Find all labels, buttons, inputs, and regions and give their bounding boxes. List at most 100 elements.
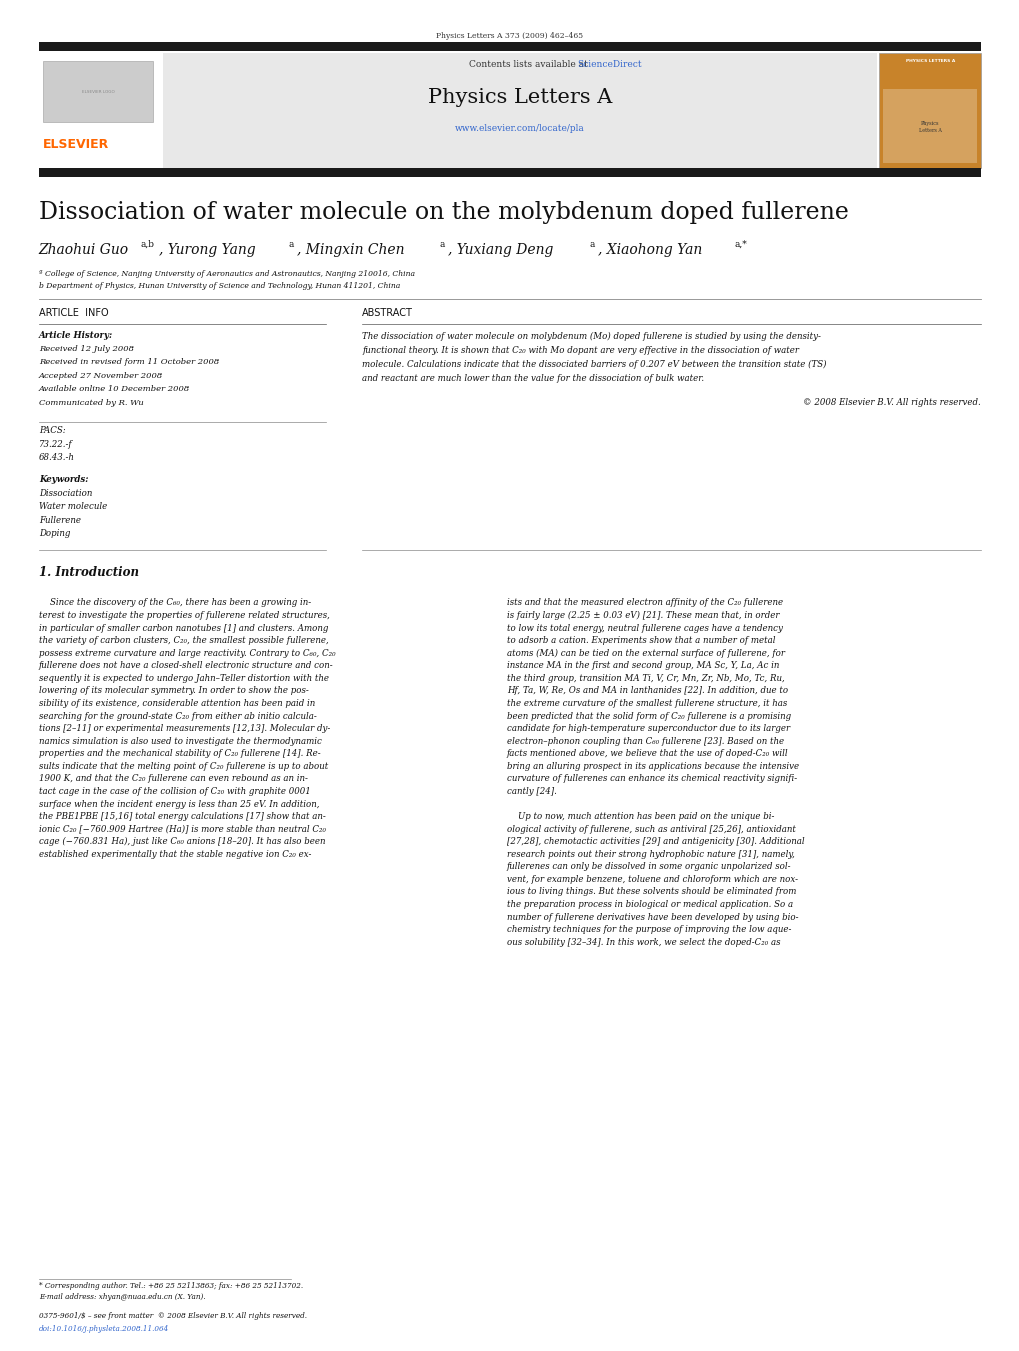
- Text: a: a: [439, 240, 444, 249]
- Text: E-mail address: xhyan@nuaa.edu.cn (X. Yan).: E-mail address: xhyan@nuaa.edu.cn (X. Ya…: [39, 1293, 205, 1301]
- Text: vent, for example benzene, toluene and chloroform which are nox-: vent, for example benzene, toluene and c…: [506, 875, 797, 884]
- Text: curvature of fullerenes can enhance its chemical reactivity signifi-: curvature of fullerenes can enhance its …: [506, 774, 796, 784]
- Text: a,b: a,b: [141, 240, 155, 249]
- Text: sequently it is expected to undergo Jahn–Teller distortion with the: sequently it is expected to undergo Jahn…: [39, 674, 328, 682]
- Text: Article History:: Article History:: [39, 331, 113, 339]
- Text: the third group, transition MA Ti, V, Cr, Mn, Zr, Nb, Mo, Tc, Ru,: the third group, transition MA Ti, V, Cr…: [506, 674, 784, 682]
- Text: 1900 K, and that the C₂₀ fullerene can even rebound as an in-: 1900 K, and that the C₂₀ fullerene can e…: [39, 774, 308, 784]
- Text: tact cage in the case of the collision of C₂₀ with graphite 0001: tact cage in the case of the collision o…: [39, 786, 310, 796]
- Text: fullerenes can only be dissolved in some organic unpolarized sol-: fullerenes can only be dissolved in some…: [506, 862, 791, 871]
- Text: ological activity of fullerene, such as antiviral [25,26], antioxidant: ological activity of fullerene, such as …: [506, 824, 795, 834]
- Text: candidate for high-temperature superconductor due to its larger: candidate for high-temperature supercond…: [506, 724, 790, 734]
- Text: cage (−760.831 Ha), just like C₆₀ anions [18–20]. It has also been: cage (−760.831 Ha), just like C₆₀ anions…: [39, 838, 325, 846]
- Text: surface when the incident energy is less than 25 eV. In addition,: surface when the incident energy is less…: [39, 800, 319, 808]
- Text: [27,28], chemotactic activities [29] and antigenicity [30]. Additional: [27,28], chemotactic activities [29] and…: [506, 838, 804, 846]
- Text: and reactant are much lower than the value for the dissociation of bulk water.: and reactant are much lower than the val…: [362, 374, 703, 384]
- Text: Available online 10 December 2008: Available online 10 December 2008: [39, 385, 190, 393]
- Text: research points out their strong hydrophobic nature [31], namely,: research points out their strong hydroph…: [506, 850, 794, 859]
- Text: Since the discovery of the C₆₀, there has been a growing in-: Since the discovery of the C₆₀, there ha…: [39, 598, 311, 608]
- Bar: [39, 42, 980, 51]
- Text: Physics Letters A 373 (2009) 462–465: Physics Letters A 373 (2009) 462–465: [436, 32, 583, 39]
- Text: Water molecule: Water molecule: [39, 503, 107, 511]
- Text: The dissociation of water molecule on molybdenum (Mo) doped fullerene is studied: The dissociation of water molecule on mo…: [362, 332, 820, 340]
- Text: cantly [24].: cantly [24].: [506, 786, 556, 796]
- Text: properties and the mechanical stability of C₂₀ fullerene [14]. Re-: properties and the mechanical stability …: [39, 750, 320, 758]
- Bar: [39, 53, 163, 168]
- Text: terest to investigate the properties of fullerene related structures,: terest to investigate the properties of …: [39, 611, 329, 620]
- Text: PHYSICS LETTERS A: PHYSICS LETTERS A: [905, 59, 954, 62]
- Text: been predicted that the solid form of C₂₀ fullerene is a promising: been predicted that the solid form of C₂…: [506, 712, 791, 720]
- Text: facts mentioned above, we believe that the use of doped-C₂₀ will: facts mentioned above, we believe that t…: [506, 750, 788, 758]
- Text: in particular of smaller carbon nanotubes [1] and clusters. Among: in particular of smaller carbon nanotube…: [39, 624, 328, 632]
- Text: Hf, Ta, W, Re, Os and MA in lanthanides [22]. In addition, due to: Hf, Ta, W, Re, Os and MA in lanthanides …: [506, 686, 788, 696]
- Text: , Yuxiang Deng: , Yuxiang Deng: [447, 243, 552, 257]
- Text: doi:10.1016/j.physleta.2008.11.064: doi:10.1016/j.physleta.2008.11.064: [39, 1325, 169, 1333]
- Text: tions [2–11] or experimental measurements [12,13]. Molecular dy-: tions [2–11] or experimental measurement…: [39, 724, 330, 734]
- Text: Accepted 27 November 2008: Accepted 27 November 2008: [39, 372, 163, 380]
- Bar: [878, 53, 980, 168]
- Text: 1. Introduction: 1. Introduction: [39, 566, 139, 580]
- Text: , Yurong Yang: , Yurong Yang: [159, 243, 256, 257]
- Text: a,*: a,*: [734, 240, 747, 249]
- Text: 68.43.-h: 68.43.-h: [39, 454, 74, 462]
- Text: ous solubility [32–34]. In this work, we select the doped-C₂₀ as: ous solubility [32–34]. In this work, we…: [506, 938, 780, 947]
- Text: Dissociation of water molecule on the molybdenum doped fullerene: Dissociation of water molecule on the mo…: [39, 200, 848, 224]
- Text: ª College of Science, Nanjing University of Aeronautics and Astronautics, Nanjin: ª College of Science, Nanjing University…: [39, 270, 415, 278]
- Text: chemistry techniques for the purpose of improving the low aque-: chemistry techniques for the purpose of …: [506, 925, 791, 934]
- Text: ELSEVIER LOGO: ELSEVIER LOGO: [82, 91, 114, 93]
- Text: Doping: Doping: [39, 530, 70, 538]
- Text: ists and that the measured electron affinity of the C₂₀ fullerene: ists and that the measured electron affi…: [506, 598, 783, 608]
- Text: Physics
Letters A: Physics Letters A: [918, 122, 941, 132]
- Text: a: a: [288, 240, 293, 249]
- Text: the extreme curvature of the smallest fullerene structure, it has: the extreme curvature of the smallest fu…: [506, 698, 787, 708]
- Text: namics simulation is also used to investigate the thermodynamic: namics simulation is also used to invest…: [39, 736, 321, 746]
- Text: Received 12 July 2008: Received 12 July 2008: [39, 345, 133, 353]
- Text: Contents lists available at: Contents lists available at: [469, 61, 590, 69]
- Text: bring an alluring prospect in its applications because the intensive: bring an alluring prospect in its applic…: [506, 762, 798, 771]
- Bar: [43, 61, 153, 122]
- Text: sibility of its existence, considerable attention has been paid in: sibility of its existence, considerable …: [39, 698, 315, 708]
- Text: the variety of carbon clusters, C₂₀, the smallest possible fullerene,: the variety of carbon clusters, C₂₀, the…: [39, 636, 328, 646]
- Text: atoms (MA) can be tied on the external surface of fullerene, for: atoms (MA) can be tied on the external s…: [506, 648, 785, 658]
- Text: PACS:: PACS:: [39, 427, 65, 435]
- Text: Keywords:: Keywords:: [39, 476, 88, 484]
- Text: Physics Letters A: Physics Letters A: [428, 88, 611, 107]
- Text: to low its total energy, neutral fullerene cages have a tendency: to low its total energy, neutral fullere…: [506, 624, 782, 632]
- Text: 73.22.-f: 73.22.-f: [39, 440, 72, 449]
- Text: lowering of its molecular symmetry. In order to show the pos-: lowering of its molecular symmetry. In o…: [39, 686, 308, 696]
- Text: ious to living things. But these solvents should be eliminated from: ious to living things. But these solvent…: [506, 888, 796, 897]
- Text: established experimentally that the stable negative ion C₂₀ ex-: established experimentally that the stab…: [39, 850, 311, 859]
- Text: , Xiaohong Yan: , Xiaohong Yan: [597, 243, 701, 257]
- Text: , Mingxin Chen: , Mingxin Chen: [297, 243, 404, 257]
- Text: the PBE1PBE [15,16] total energy calculations [17] show that an-: the PBE1PBE [15,16] total energy calcula…: [39, 812, 325, 821]
- Text: Up to now, much attention has been paid on the unique bi-: Up to now, much attention has been paid …: [506, 812, 773, 821]
- Bar: [39, 168, 980, 177]
- Text: electron–phonon coupling than C₆₀ fullerene [23]. Based on the: electron–phonon coupling than C₆₀ fuller…: [506, 736, 784, 746]
- Text: Fullerene: Fullerene: [39, 516, 81, 524]
- Text: molecule. Calculations indicate that the dissociated barriers of 0.207 eV betwee: molecule. Calculations indicate that the…: [362, 361, 825, 369]
- Text: functional theory. It is shown that C₂₀ with Mo dopant are very effective in the: functional theory. It is shown that C₂₀ …: [362, 346, 798, 355]
- Text: searching for the ground-state C₂₀ from either ab initio calcula-: searching for the ground-state C₂₀ from …: [39, 712, 316, 720]
- Text: www.elsevier.com/locate/pla: www.elsevier.com/locate/pla: [454, 124, 585, 132]
- Text: Zhaohui Guo: Zhaohui Guo: [39, 243, 128, 257]
- Text: to adsorb a cation. Experiments show that a number of metal: to adsorb a cation. Experiments show tha…: [506, 636, 774, 646]
- Text: ionic C₂₀ [−760.909 Hartree (Ha)] is more stable than neutral C₂₀: ionic C₂₀ [−760.909 Hartree (Ha)] is mor…: [39, 824, 325, 834]
- Text: ARTICLE  INFO: ARTICLE INFO: [39, 308, 108, 319]
- Text: instance MA in the first and second group, MA Sc, Y, La, Ac in: instance MA in the first and second grou…: [506, 661, 779, 670]
- Text: ABSTRACT: ABSTRACT: [362, 308, 413, 319]
- Text: * Corresponding author. Tel.: +86 25 52113863; fax: +86 25 52113702.: * Corresponding author. Tel.: +86 25 521…: [39, 1282, 303, 1290]
- Text: is fairly large (2.25 ± 0.03 eV) [21]. These mean that, in order: is fairly large (2.25 ± 0.03 eV) [21]. T…: [506, 611, 779, 620]
- Text: sults indicate that the melting point of C₂₀ fullerene is up to about: sults indicate that the melting point of…: [39, 762, 328, 771]
- Text: the preparation process in biological or medical application. So a: the preparation process in biological or…: [506, 900, 793, 909]
- Text: Dissociation: Dissociation: [39, 489, 92, 497]
- Bar: [163, 53, 876, 168]
- Text: b Department of Physics, Hunan University of Science and Technology, Hunan 41120: b Department of Physics, Hunan Universit…: [39, 282, 399, 290]
- Text: a: a: [589, 240, 594, 249]
- Text: © 2008 Elsevier B.V. All rights reserved.: © 2008 Elsevier B.V. All rights reserved…: [803, 399, 980, 407]
- Text: number of fullerene derivatives have been developed by using bio-: number of fullerene derivatives have bee…: [506, 913, 798, 921]
- Text: possess extreme curvature and large reactivity. Contrary to C₆₀, C₂₀: possess extreme curvature and large reac…: [39, 648, 335, 658]
- Bar: [882, 89, 976, 163]
- Text: 0375-9601/$ – see front matter  © 2008 Elsevier B.V. All rights reserved.: 0375-9601/$ – see front matter © 2008 El…: [39, 1312, 307, 1320]
- Text: ScienceDirect: ScienceDirect: [577, 61, 642, 69]
- Text: fullerene does not have a closed-shell electronic structure and con-: fullerene does not have a closed-shell e…: [39, 661, 333, 670]
